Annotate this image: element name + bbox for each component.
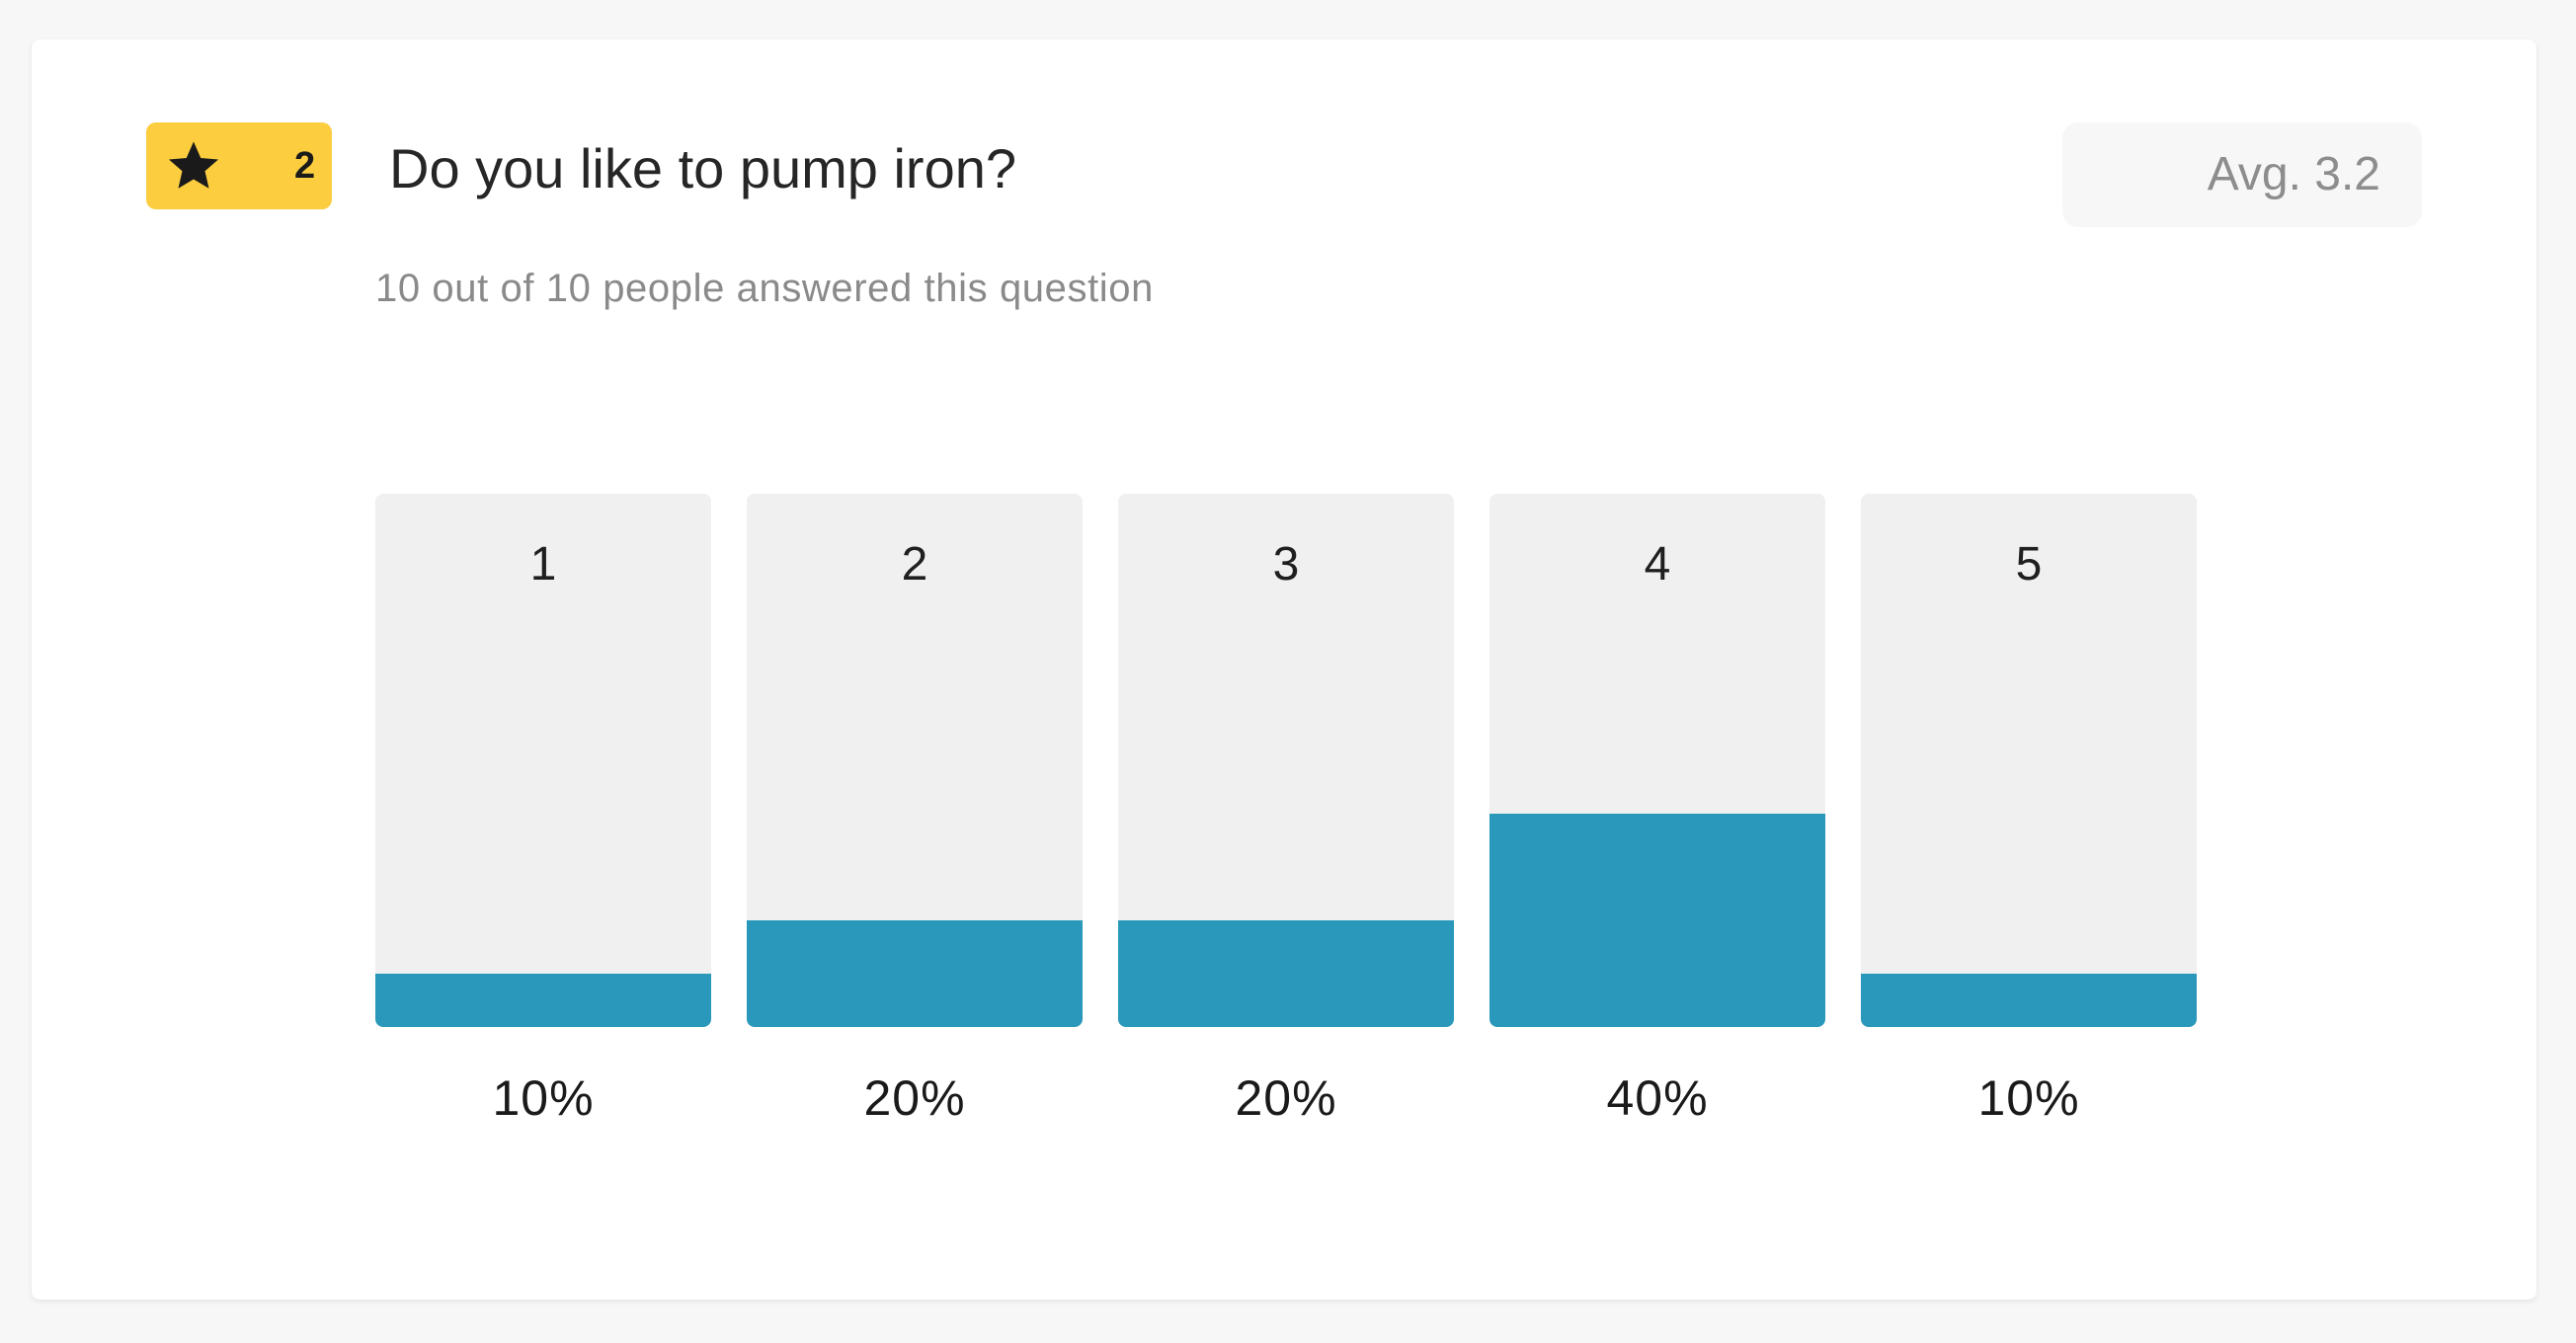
bar-track (747, 494, 1083, 1027)
question-number-badge: 2 (146, 122, 332, 209)
bar-column: 1 10% (375, 494, 711, 1126)
bar-track (1489, 494, 1825, 1027)
question-title: Do you like to pump iron? (389, 137, 1017, 199)
question-card: 2 Do you like to pump iron? 10 out of 10… (32, 40, 2536, 1300)
bar-track (1118, 494, 1454, 1027)
bar-fill (1489, 814, 1825, 1027)
response-count: 10 out of 10 people answered this questi… (375, 267, 1154, 310)
average-rating-badge: Avg. 3.2 (2062, 122, 2422, 227)
star-icon (169, 141, 218, 189)
bar-percentage-label: 10% (492, 1070, 595, 1126)
rating-distribution-chart: 1 10% 2 20% 3 20% 4 40% 5 10% (32, 40, 2536, 1300)
bar-column: 3 20% (1118, 494, 1454, 1126)
bar-fill (1118, 920, 1454, 1027)
question-number: 2 (294, 145, 316, 187)
bar-fill (747, 920, 1083, 1027)
bar-category-label: 5 (2015, 538, 2043, 591)
bar-category-label: 3 (1272, 538, 1300, 591)
bar-percentage-label: 40% (1606, 1070, 1709, 1126)
bar-category-label: 1 (529, 538, 557, 591)
bar-percentage-label: 20% (863, 1070, 966, 1126)
bar-fill (375, 974, 711, 1027)
bar-category-label: 2 (901, 538, 928, 591)
bar-fill (1861, 974, 2197, 1027)
bar-track (1861, 494, 2197, 1027)
bar-column: 2 20% (747, 494, 1083, 1126)
bar-percentage-label: 10% (1977, 1070, 2080, 1126)
bar-column: 5 10% (1861, 494, 2197, 1126)
bar-track (375, 494, 711, 1027)
bar-category-label: 4 (1644, 538, 1671, 591)
bar-percentage-label: 20% (1235, 1070, 1337, 1126)
bar-column: 4 40% (1489, 494, 1825, 1126)
